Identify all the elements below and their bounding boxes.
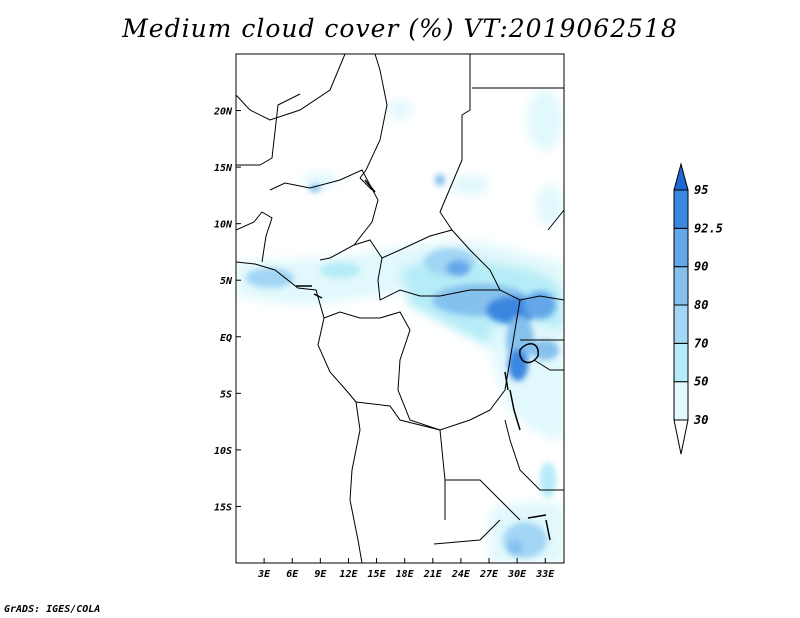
x-tick-label: 24E: [451, 569, 471, 580]
colorbar-level-label: 70: [694, 336, 708, 350]
x-axis: 3E 6E 9E 12E 15E 18E 21E 24E 27E 30E 33E: [257, 558, 555, 580]
y-tick-label: 10N: [214, 220, 233, 231]
y-tick-label: 15S: [214, 502, 232, 513]
colorbar-segment: [673, 381, 689, 421]
grads-credit: GrADS: IGES/COLA: [4, 604, 101, 615]
y-tick-label: 15N: [214, 163, 233, 174]
colorbar-level-label: 30: [693, 413, 708, 427]
x-tick-label: 21E: [423, 569, 443, 580]
colorbar-segment: [673, 304, 689, 344]
y-tick-label: 20N: [213, 107, 233, 118]
colorbar-segment: [673, 266, 689, 306]
colorbar-level-label: 80: [694, 298, 708, 312]
x-tick-label: 6E: [286, 569, 299, 580]
colorbar-legend: 30 50 70 80 90 92.5 95: [673, 162, 723, 455]
x-tick-label: 27E: [479, 569, 499, 580]
country-borders: [236, 54, 564, 563]
x-tick-label: 18E: [396, 569, 415, 580]
colorbar-level-label: 92.5: [694, 221, 723, 235]
cloud-cover-layer: [236, 90, 564, 563]
x-tick-label: 33E: [535, 569, 555, 580]
colorbar-level-label: 90: [694, 260, 708, 274]
colorbar-segment: [673, 189, 689, 229]
y-tick-label: EQ: [220, 333, 232, 344]
y-tick-label: 10S: [214, 446, 232, 457]
y-tick-label: 5S: [220, 389, 232, 400]
map-title: Medium cloud cover (%) VT:2019062518: [122, 14, 678, 43]
colorbar-lower-arrow: [673, 419, 689, 455]
colorbar-segment: [673, 342, 689, 383]
x-tick-label: 9E: [314, 569, 327, 580]
y-axis: 20N 15N 10N 5N EQ 5S 10S 15S: [213, 107, 241, 513]
colorbar-level-label: 95: [694, 183, 708, 197]
colorbar-segment: [673, 227, 689, 268]
colorbar-upper-arrow: [673, 162, 689, 191]
lakes: [296, 179, 551, 541]
x-tick-label: 30E: [507, 569, 527, 580]
y-tick-label: 5N: [220, 276, 233, 287]
x-tick-label: 3E: [257, 569, 271, 580]
map-plot-area: [236, 54, 564, 563]
colorbar-level-label: 50: [694, 375, 708, 389]
x-tick-label: 15E: [368, 569, 387, 580]
x-tick-label: 12E: [339, 569, 358, 580]
map-frame: [235, 53, 565, 564]
